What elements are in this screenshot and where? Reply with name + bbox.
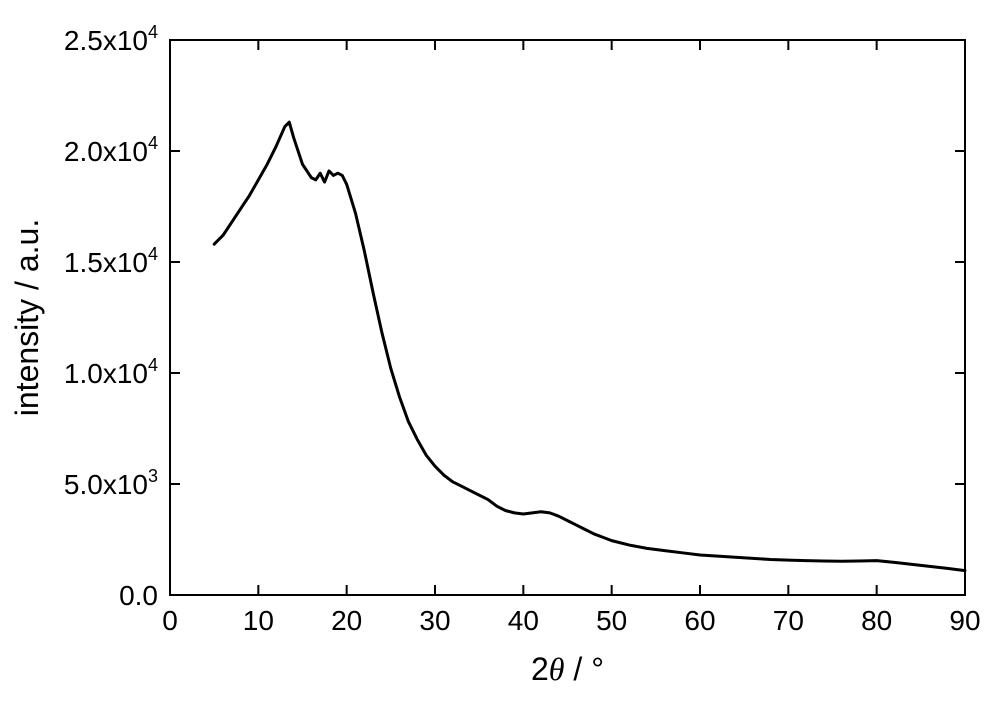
y-axis-label: intensity / a.u. [9, 219, 45, 416]
x-tick-label: 20 [331, 605, 362, 636]
xrd-chart: 0 10 20 30 40 50 60 70 80 90 0.0 5.0x103 1.0x104 1.5x… [0, 0, 1000, 721]
x-tick-label: 70 [773, 605, 804, 636]
x-tick-label: 90 [949, 605, 980, 636]
x-tick-label: 50 [596, 605, 627, 636]
x-tick-label: 60 [684, 605, 715, 636]
x-tick-label: 10 [243, 605, 274, 636]
x-axis-label: 2θ / ° [531, 651, 604, 687]
y-tick-label: 2.0x104 [64, 133, 158, 167]
y-tick-label: 1.0x104 [64, 355, 158, 389]
x-tick-label: 40 [508, 605, 539, 636]
chart-svg: 0 10 20 30 40 50 60 70 80 90 0.0 5.0x103 1.0x104 1.5x… [0, 0, 1000, 721]
x-tick-label: 0 [162, 605, 178, 636]
y-tick-label: 2.5x104 [64, 22, 158, 56]
x-tick-label: 30 [419, 605, 450, 636]
x-tick-label: 80 [861, 605, 892, 636]
y-tick-label: 5.0x103 [64, 466, 158, 500]
y-tick-label: 1.5x104 [64, 244, 158, 278]
y-tick-label: 0.0 [119, 580, 158, 611]
